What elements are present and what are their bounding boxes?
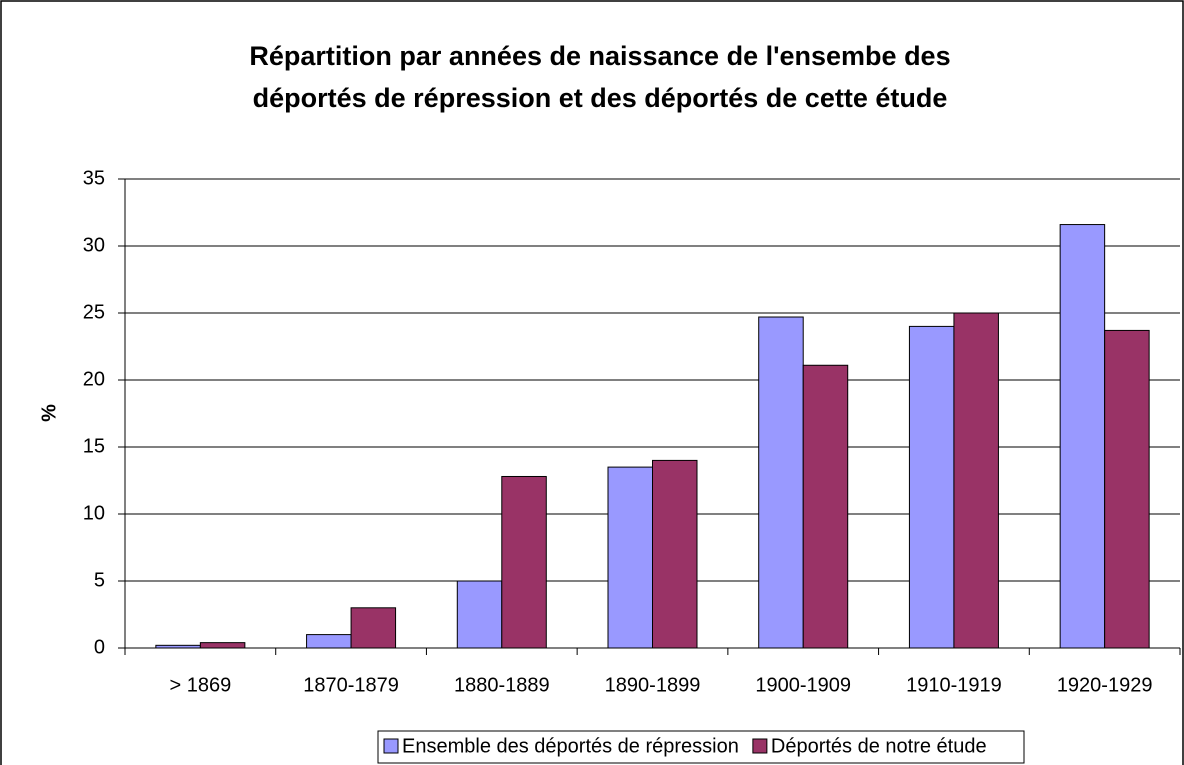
legend-swatch bbox=[383, 738, 399, 754]
chart-title: déportés de répression et des déportés d… bbox=[253, 83, 948, 113]
bar bbox=[501, 475, 547, 649]
y-axis-label: % bbox=[38, 404, 60, 422]
bar bbox=[1059, 224, 1106, 649]
x-tick-label: 1910-1919 bbox=[906, 674, 1002, 696]
bar bbox=[802, 364, 849, 649]
bar bbox=[456, 580, 503, 649]
x-tick-label: 1890-1899 bbox=[605, 674, 701, 696]
legend-label: Ensemble des déportés de répression bbox=[402, 735, 739, 757]
x-tick-label: 1920-1929 bbox=[1057, 674, 1153, 696]
y-tick-label: 15 bbox=[83, 435, 105, 457]
bar bbox=[953, 312, 999, 649]
x-tick-label: 1880-1889 bbox=[454, 674, 550, 696]
x-tick-label: > 1869 bbox=[169, 674, 231, 696]
bar bbox=[1104, 329, 1150, 649]
bar bbox=[607, 466, 653, 649]
bar bbox=[199, 642, 246, 649]
bar bbox=[306, 634, 352, 649]
bar bbox=[908, 325, 955, 649]
y-tick-label: 30 bbox=[83, 234, 105, 256]
legend-swatch bbox=[752, 738, 768, 754]
bar bbox=[758, 316, 804, 649]
y-tick-label: 20 bbox=[83, 368, 105, 390]
legend-label: Déportés de notre étude bbox=[771, 735, 987, 757]
bar bbox=[652, 459, 698, 649]
y-tick-label: 0 bbox=[94, 636, 105, 658]
legend-box bbox=[377, 730, 1025, 764]
y-tick-label: 35 bbox=[83, 167, 105, 189]
y-tick-label: 25 bbox=[83, 301, 105, 323]
y-tick-label: 10 bbox=[83, 502, 105, 524]
x-tick-label: 1900-1909 bbox=[755, 674, 851, 696]
x-tick-label: 1870-1879 bbox=[303, 674, 399, 696]
bar bbox=[350, 607, 397, 649]
chart-title: Répartition par années de naissance de l… bbox=[249, 41, 950, 71]
y-tick-label: 5 bbox=[94, 569, 105, 591]
